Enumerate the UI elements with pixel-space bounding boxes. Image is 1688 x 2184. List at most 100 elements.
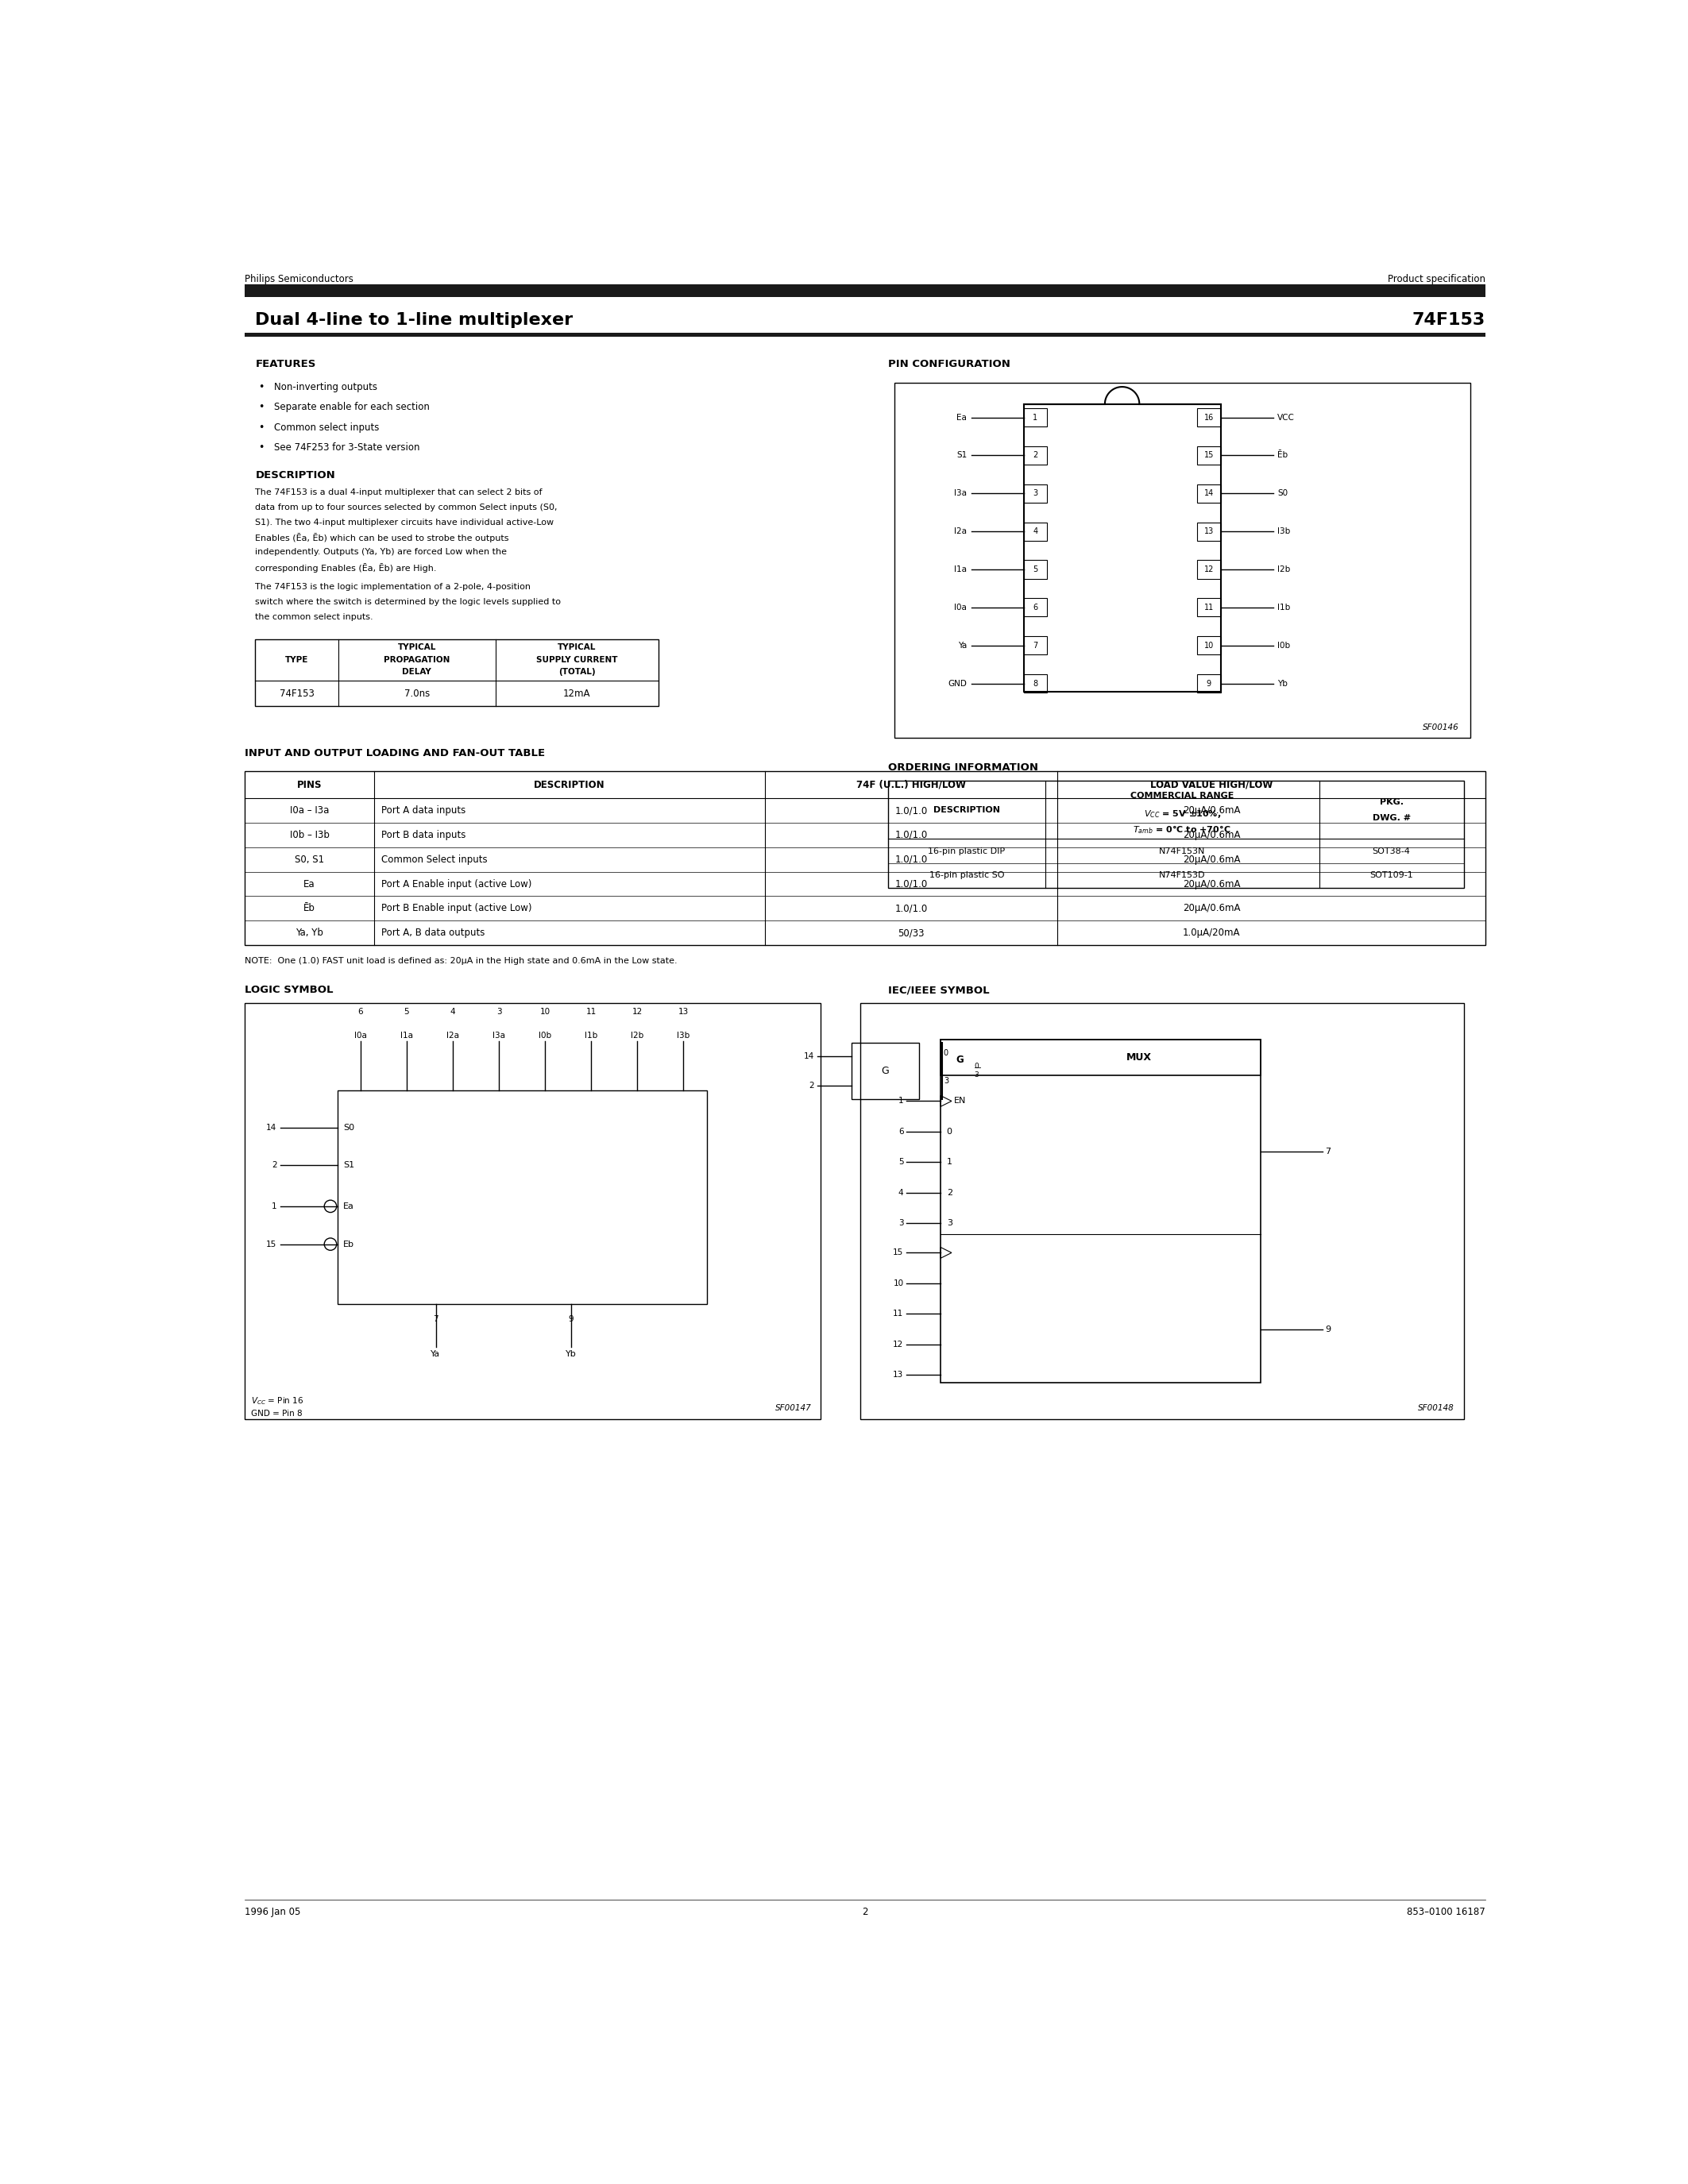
Text: S0, S1: S0, S1 (295, 854, 324, 865)
Text: Port B data inputs: Port B data inputs (381, 830, 466, 841)
Text: $V_{CC}$ = 5V ±10%,: $V_{CC}$ = 5V ±10%, (1143, 808, 1220, 819)
Text: G: G (881, 1066, 890, 1077)
Text: 0: 0 (974, 1064, 979, 1070)
Text: Port B Enable input (active Low): Port B Enable input (active Low) (381, 904, 532, 913)
Text: 1996 Jan 05: 1996 Jan 05 (245, 1907, 300, 1918)
Text: Ya: Ya (430, 1350, 441, 1358)
Text: 1: 1 (947, 1158, 952, 1166)
Bar (338, 1090, 707, 1304)
Text: 10: 10 (540, 1007, 550, 1016)
Text: Enables (Ēa, Ēb) which can be used to strobe the outputs: Enables (Ēa, Ēb) which can be used to st… (255, 533, 510, 544)
Text: S0: S0 (1278, 489, 1288, 498)
Text: 5: 5 (403, 1007, 408, 1016)
Text: Ya: Ya (959, 642, 967, 649)
Text: 13: 13 (679, 1007, 689, 1016)
Text: VCC: VCC (1278, 413, 1295, 422)
Text: PINS: PINS (297, 780, 322, 791)
Text: •: • (258, 402, 265, 413)
Text: 9: 9 (1325, 1326, 1330, 1332)
Text: Yb: Yb (1278, 679, 1288, 688)
Text: 6: 6 (898, 1127, 903, 1136)
Text: 1.0μA/20mA: 1.0μA/20mA (1183, 928, 1241, 939)
Text: 14: 14 (267, 1125, 277, 1131)
Bar (851, 1044, 918, 1099)
Text: 4: 4 (898, 1188, 903, 1197)
Text: 20μA/0.6mA: 20μA/0.6mA (1183, 904, 1241, 913)
Text: 13: 13 (1204, 529, 1214, 535)
Text: 5: 5 (898, 1158, 903, 1166)
Text: DESCRIPTION: DESCRIPTION (255, 470, 336, 480)
Bar (888, 780, 1463, 887)
Text: SF00146: SF00146 (1423, 723, 1458, 732)
Text: Common Select inputs: Common Select inputs (381, 854, 488, 865)
Text: Ēb: Ēb (304, 904, 316, 913)
Text: 15: 15 (893, 1249, 903, 1256)
Text: DELAY: DELAY (402, 668, 432, 677)
Text: I3a: I3a (493, 1031, 505, 1040)
Text: N74F153N: N74F153N (1160, 847, 1205, 854)
Text: DESCRIPTION: DESCRIPTION (533, 780, 606, 791)
Bar (940, 1040, 1261, 1382)
Text: 20μA/0.6mA: 20μA/0.6mA (1183, 830, 1241, 841)
Text: 3: 3 (947, 1219, 952, 1227)
Text: Port A Enable input (active Low): Port A Enable input (active Low) (381, 878, 532, 889)
Text: TYPE: TYPE (285, 655, 309, 664)
Text: 20μA/0.6mA: 20μA/0.6mA (1183, 878, 1241, 889)
Text: 8: 8 (1033, 679, 1038, 688)
Text: SOT109-1: SOT109-1 (1369, 871, 1413, 880)
Text: •: • (258, 443, 265, 452)
Text: 9: 9 (1207, 679, 1212, 688)
Text: I0b – I3b: I0b – I3b (290, 830, 329, 841)
Text: 1.0/1.0: 1.0/1.0 (895, 806, 928, 817)
Text: 2: 2 (809, 1081, 814, 1090)
Bar (1023, 598, 1047, 616)
Text: PIN CONFIGURATION: PIN CONFIGURATION (888, 358, 1011, 369)
Text: 3: 3 (974, 1070, 979, 1079)
Text: 15: 15 (1204, 452, 1214, 459)
Text: Product specification: Product specification (1388, 275, 1485, 284)
Text: Philips Semiconductors: Philips Semiconductors (245, 275, 353, 284)
Text: 0: 0 (947, 1127, 952, 1136)
Text: 11: 11 (1204, 603, 1214, 612)
Text: 74F153: 74F153 (1413, 312, 1485, 328)
Text: PKG.: PKG. (1379, 797, 1403, 806)
Text: EN: EN (954, 1096, 966, 1105)
Text: 7: 7 (434, 1315, 439, 1324)
Text: 11: 11 (893, 1310, 903, 1317)
Text: 20μA/0.6mA: 20μA/0.6mA (1183, 806, 1241, 817)
Bar (1197, 408, 1220, 426)
Text: LOGIC SYMBOL: LOGIC SYMBOL (245, 985, 334, 996)
Text: N74F153D: N74F153D (1160, 871, 1205, 880)
Text: 3: 3 (898, 1219, 903, 1227)
Text: The 74F153 is a dual 4-input multiplexer that can select 2 bits of: The 74F153 is a dual 4-input multiplexer… (255, 489, 542, 496)
Text: 14: 14 (803, 1053, 814, 1061)
Text: TYPICAL: TYPICAL (398, 644, 436, 651)
Text: 12mA: 12mA (564, 688, 591, 699)
Text: SUPPLY CURRENT: SUPPLY CURRENT (537, 655, 618, 664)
Text: SF00148: SF00148 (1418, 1404, 1455, 1411)
Text: 15: 15 (267, 1241, 277, 1247)
Bar (1023, 675, 1047, 692)
Text: 16: 16 (1204, 413, 1214, 422)
Bar (1197, 675, 1220, 692)
Text: 16-pin plastic DIP: 16-pin plastic DIP (928, 847, 1006, 854)
Text: I1a: I1a (400, 1031, 414, 1040)
Text: Separate enable for each section: Separate enable for each section (273, 402, 429, 413)
Text: 74F (U.L.) HIGH/LOW: 74F (U.L.) HIGH/LOW (856, 780, 966, 791)
Text: 10: 10 (1204, 642, 1214, 649)
Text: S1). The two 4-input multiplexer circuits have individual active-Low: S1). The two 4-input multiplexer circuit… (255, 518, 554, 526)
Text: 11: 11 (586, 1007, 596, 1016)
Text: DESCRIPTION: DESCRIPTION (933, 806, 999, 815)
Text: 853–0100 16187: 853–0100 16187 (1406, 1907, 1485, 1918)
Text: SOT38-4: SOT38-4 (1372, 847, 1411, 854)
Text: S1: S1 (957, 452, 967, 459)
Text: See 74F253 for 3-State version: See 74F253 for 3-State version (273, 443, 420, 452)
Text: I2b: I2b (631, 1031, 643, 1040)
Bar (1023, 522, 1047, 542)
Text: data from up to four sources selected by common Select inputs (S0,: data from up to four sources selected by… (255, 502, 557, 511)
Text: 2: 2 (272, 1160, 277, 1168)
Text: 6: 6 (1033, 603, 1038, 612)
Bar (861, 1002, 1463, 1420)
Text: 1: 1 (1033, 413, 1038, 422)
Text: •: • (258, 382, 265, 393)
